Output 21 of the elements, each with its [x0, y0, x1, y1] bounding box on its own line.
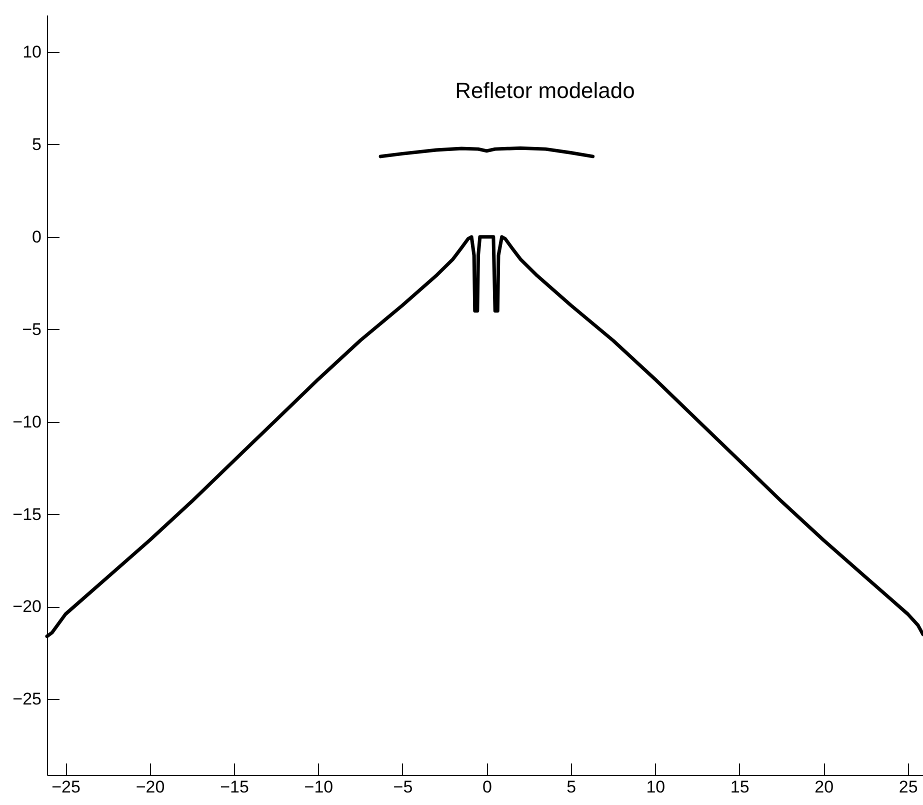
y-tick-label: 0 — [32, 227, 42, 246]
x-tick-label: 0 — [482, 778, 492, 796]
x-tick-label: 25 — [898, 778, 918, 796]
x-tick-label: 5 — [566, 778, 576, 796]
x-tick-label: 15 — [730, 778, 750, 796]
x-tick-label: −20 — [136, 778, 165, 796]
y-tick-label: −5 — [22, 320, 42, 339]
y-tick-label: −10 — [12, 412, 42, 432]
y-tick-label: −20 — [12, 597, 42, 616]
y-tick-label: 10 — [22, 42, 42, 62]
y-tick-label: −15 — [12, 504, 42, 524]
x-tick-label: −15 — [220, 778, 249, 796]
x-tick-label: 20 — [814, 778, 834, 796]
x-tick-label: 10 — [646, 778, 666, 796]
x-tick-label: −5 — [393, 778, 413, 796]
annotation: Refletor modelado — [455, 78, 635, 103]
y-tick-label: 5 — [32, 134, 42, 154]
x-tick-label: −10 — [304, 778, 334, 796]
x-tick-label: −25 — [52, 778, 80, 796]
line-series — [378, 146, 595, 158]
y-tick-label: −25 — [12, 690, 42, 709]
